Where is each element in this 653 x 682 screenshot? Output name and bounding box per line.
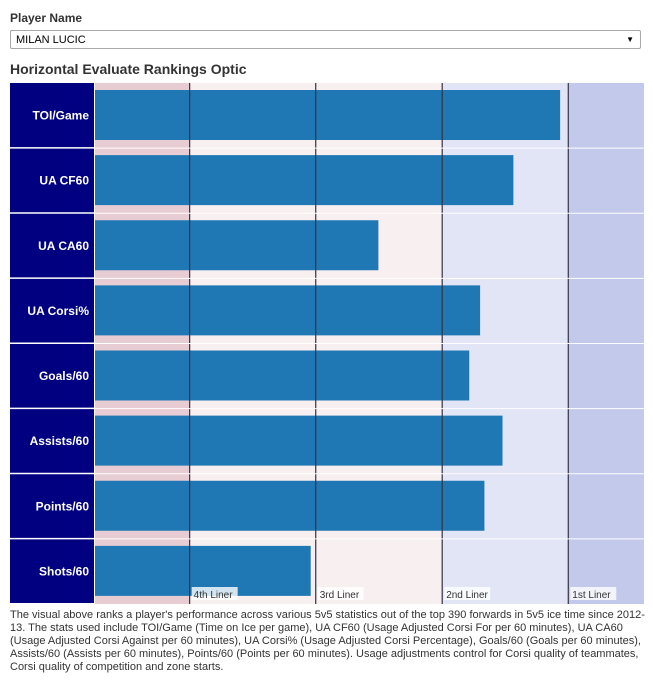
player-name-value: MILAN LUCIC	[16, 34, 86, 46]
category-cell-6	[10, 473, 94, 538]
category-label-0: TOI/Game	[33, 109, 90, 123]
bar-3	[95, 285, 481, 336]
bar-5	[95, 415, 503, 466]
threshold-label-2: 2nd Liner	[446, 590, 488, 601]
category-label-3: UA Corsi%	[27, 304, 89, 318]
threshold-label-0: 4th Liner	[194, 590, 234, 601]
category-label-5: Assists/60	[30, 434, 90, 448]
threshold-label-1: 3rd Liner	[320, 590, 360, 601]
category-cell-2	[10, 213, 94, 278]
threshold-label-3: 1st Liner	[572, 590, 611, 601]
bar-4	[95, 350, 470, 401]
category-cell-1	[10, 148, 94, 213]
threshold-label-bg-2	[444, 587, 491, 600]
category-cell-0	[10, 83, 94, 148]
player-name-label: Player Name	[10, 11, 83, 25]
bar-1	[95, 155, 514, 206]
chart-caption: The visual above ranks a player's perfor…	[10, 609, 645, 673]
threshold-label-bg-0	[191, 587, 238, 600]
chevron-down-icon[interactable]: ▼	[626, 35, 634, 44]
threshold-label-bg-1	[317, 587, 364, 600]
category-cell-4	[10, 343, 94, 408]
bar-2	[95, 220, 379, 271]
rankings-chart: 4th Liner 3rd Liner 2nd Liner 1st Liner TOI/…	[10, 83, 644, 604]
category-label-1: UA CF60	[39, 174, 89, 188]
threshold-label-bg-3	[570, 587, 617, 600]
category-label-6: Points/60	[36, 499, 90, 513]
category-cell-7	[10, 538, 94, 603]
category-label-7: Shots/60	[39, 564, 89, 578]
category-cell-5	[10, 408, 94, 473]
category-label-2: UA CA60	[38, 239, 89, 253]
category-label-4: Goals/60	[39, 369, 89, 383]
category-cell-3	[10, 278, 94, 343]
bar-6	[95, 480, 485, 531]
player-name-dropdown[interactable]: MILAN LUCIC ▼	[10, 30, 641, 49]
chart-title: Horizontal Evaluate Rankings Optic	[10, 61, 247, 77]
bar-0	[95, 90, 561, 140]
